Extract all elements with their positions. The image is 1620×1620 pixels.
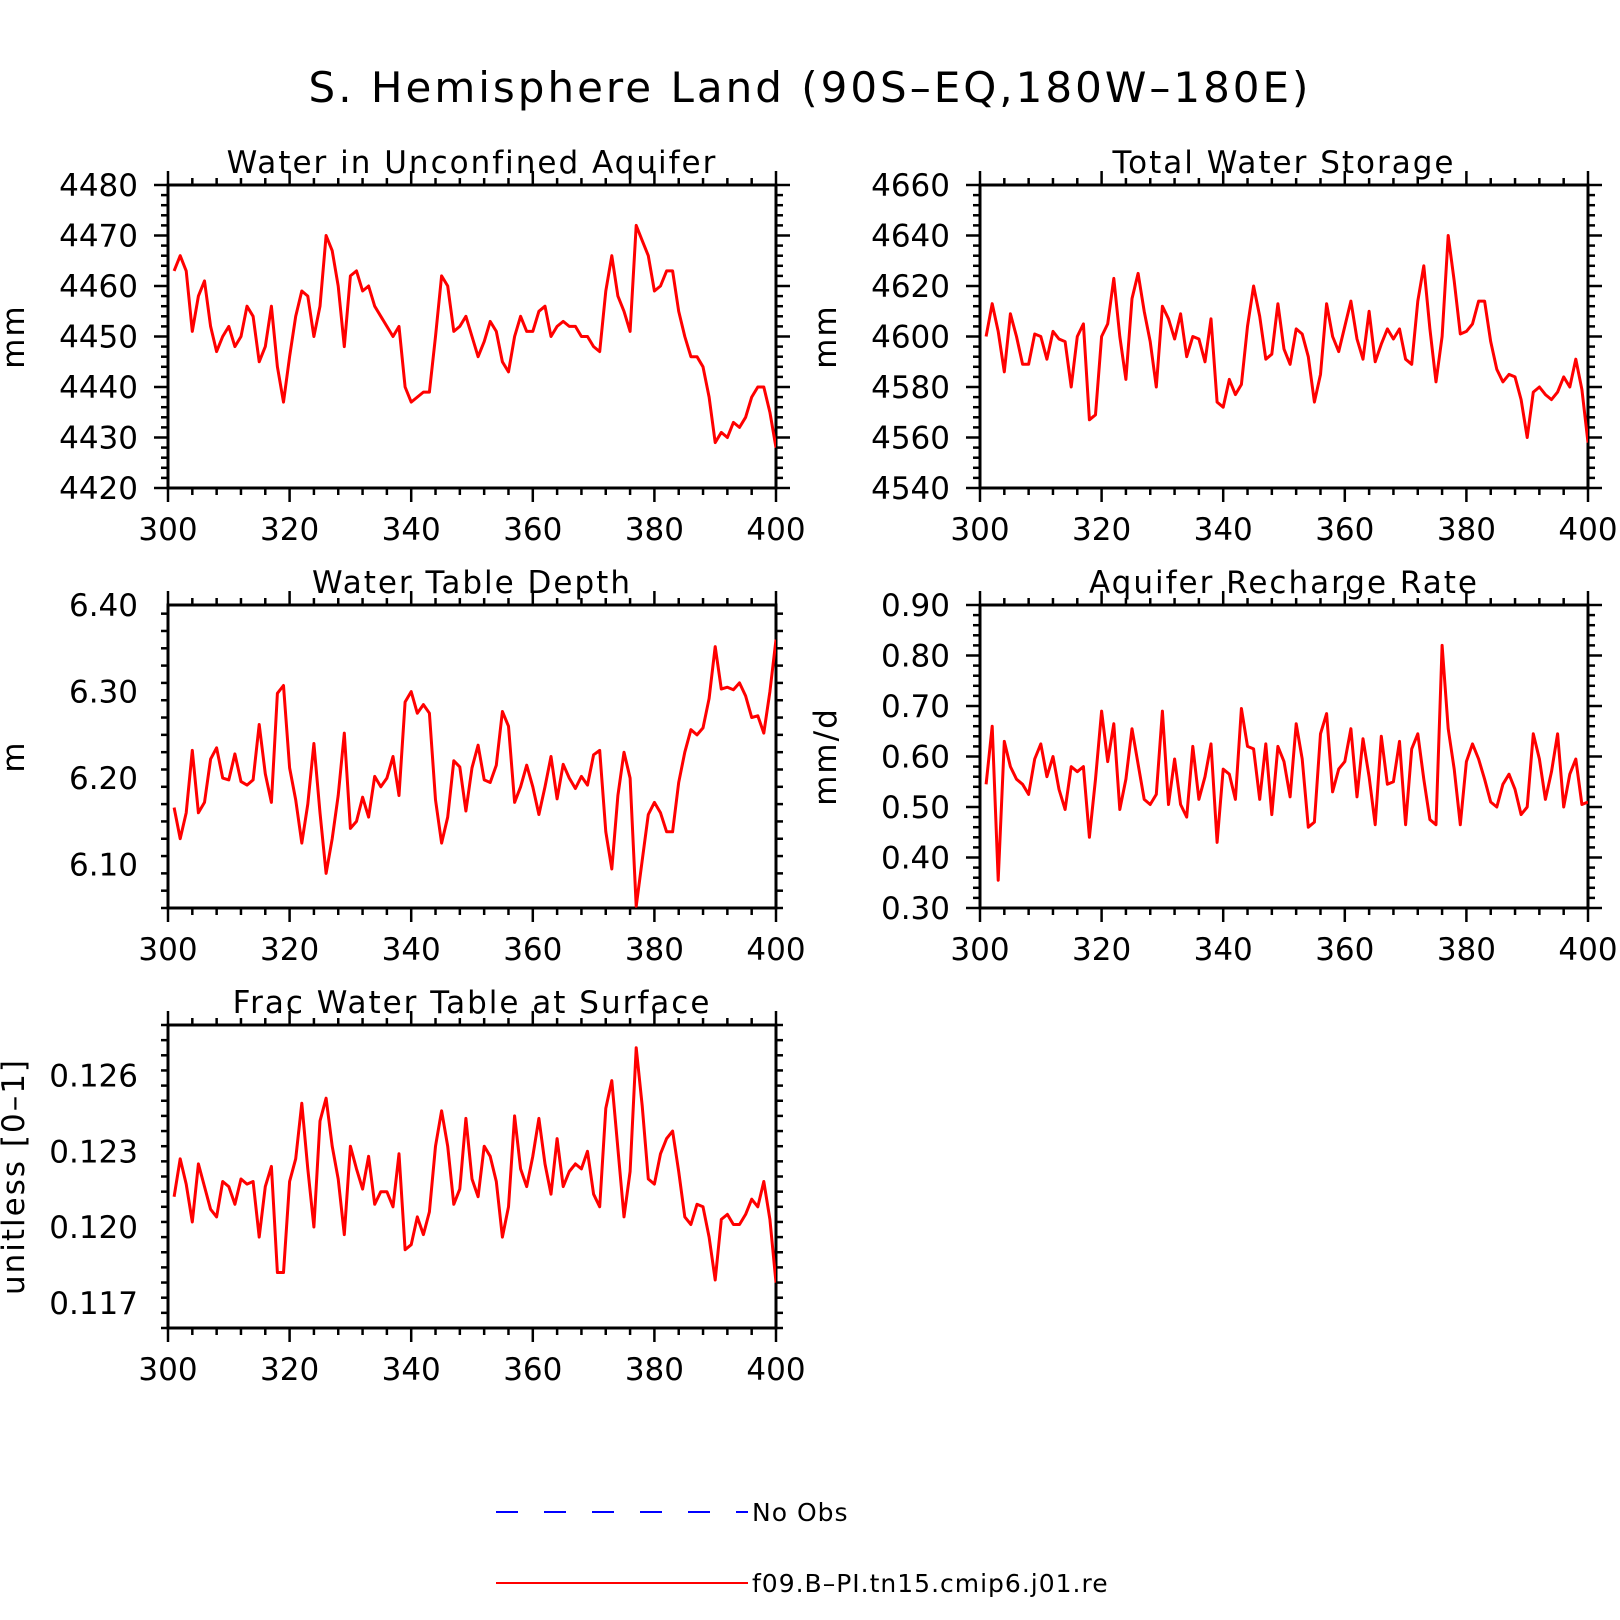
series-line <box>984 643 1588 882</box>
y-axis-label: unitless [0–1] <box>0 1058 32 1295</box>
x-tick-label: 360 <box>503 932 562 968</box>
y-tick-label: 0.117 <box>49 1286 138 1322</box>
panel-1: Water in Unconfined Aquifer 300 320 340 360 3… <box>0 145 806 548</box>
y-tick-label: 4470 <box>59 219 138 255</box>
x-tick-label: 300 <box>138 932 197 968</box>
panel-title: Total Water Storage <box>1111 145 1455 181</box>
x-tick-label: 340 <box>1194 512 1253 548</box>
y-tick-label: 4600 <box>871 320 950 356</box>
y-tick-label: 0.90 <box>881 588 950 624</box>
figure-title: S. Hemisphere Land (90S–EQ,180W–180E) <box>309 63 1312 112</box>
legend-model-label: f09.B–PI.tn15.cmip6.j01.re <box>752 1569 1109 1598</box>
y-axis-label: mm <box>0 304 32 368</box>
y-tick-label: 4560 <box>871 421 950 457</box>
x-tick-label: 300 <box>138 512 197 548</box>
y-tick-label: 4480 <box>59 168 138 204</box>
x-tick-label: 320 <box>260 512 319 548</box>
y-tick-label: 4430 <box>59 421 138 457</box>
panel-title: Water Table Depth <box>312 565 632 601</box>
y-tick-label: 4420 <box>59 471 138 507</box>
y-axis-label: mm <box>808 304 844 368</box>
y-tick-label: 0.50 <box>881 790 950 826</box>
x-tick-label: 400 <box>746 1352 805 1388</box>
y-tick-label: 6.40 <box>69 588 138 624</box>
x-tick-label: 400 <box>746 512 805 548</box>
y-tick-label: 4540 <box>871 471 950 507</box>
x-tick-label: 380 <box>625 1352 684 1388</box>
y-tick-label: 0.80 <box>881 639 950 675</box>
x-tick-label: 340 <box>382 932 441 968</box>
panel-2: Total Water Storage 300 320 340 360 380 400 454… <box>808 145 1618 548</box>
y-tick-label: 0.123 <box>49 1134 138 1170</box>
y-tick-label: 6.10 <box>69 848 138 884</box>
series-line <box>172 1046 776 1283</box>
y-tick-label: 4460 <box>59 269 138 305</box>
y-tick-label: 4620 <box>871 269 950 305</box>
y-axis-label: mm/d <box>808 707 844 806</box>
x-tick-label: 340 <box>382 512 441 548</box>
x-tick-label: 320 <box>1072 512 1131 548</box>
x-tick-label: 380 <box>1437 512 1496 548</box>
panel-4: Aquifer Recharge Rate 300 320 340 360 380 400 0… <box>808 565 1618 968</box>
legend: No Obs f09.B–PI.tn15.cmip6.j01.re <box>496 1498 1109 1598</box>
y-tick-label: 4580 <box>871 370 950 406</box>
series-line <box>984 234 1588 443</box>
y-tick-label: 4450 <box>59 320 138 356</box>
x-tick-label: 320 <box>1072 932 1131 968</box>
x-tick-label: 320 <box>260 932 319 968</box>
x-tick-label: 380 <box>625 932 684 968</box>
y-tick-label: 0.70 <box>881 689 950 725</box>
x-tick-label: 300 <box>950 512 1009 548</box>
y-tick-label: 4660 <box>871 168 950 204</box>
y-axis-label: m <box>0 740 32 772</box>
series-line <box>172 639 776 908</box>
x-tick-label: 340 <box>382 1352 441 1388</box>
panel-title: Aquifer Recharge Rate <box>1089 565 1479 601</box>
plot-frame <box>166 603 778 910</box>
x-tick-label: 340 <box>1194 932 1253 968</box>
x-tick-label: 400 <box>1558 932 1617 968</box>
series-line <box>172 223 776 448</box>
x-tick-label: 360 <box>1315 512 1374 548</box>
y-tick-label: 6.30 <box>69 675 138 711</box>
x-tick-label: 300 <box>138 1352 197 1388</box>
plot-frame <box>978 603 1590 910</box>
panel-title: Frac Water Table at Surface <box>233 985 712 1021</box>
panels: Water in Unconfined Aquifer 300 320 340 360 3… <box>0 145 1618 1388</box>
panel-title: Water in Unconfined Aquifer <box>227 145 718 181</box>
x-tick-label: 380 <box>625 512 684 548</box>
y-tick-label: 4640 <box>871 219 950 255</box>
y-tick-label: 0.120 <box>49 1210 138 1246</box>
legend-no-obs-label: No Obs <box>752 1498 849 1527</box>
x-tick-label: 360 <box>503 1352 562 1388</box>
y-tick-label: 0.40 <box>881 841 950 877</box>
x-tick-label: 380 <box>1437 932 1496 968</box>
x-tick-label: 360 <box>1315 932 1374 968</box>
y-tick-label: 0.126 <box>49 1059 138 1095</box>
x-tick-label: 360 <box>503 512 562 548</box>
y-tick-label: 0.60 <box>881 740 950 776</box>
x-tick-label: 320 <box>260 1352 319 1388</box>
panel-5: Frac Water Table at Surface 300 320 340 360 3… <box>0 985 806 1388</box>
y-tick-label: 0.30 <box>881 891 950 927</box>
y-tick-label: 4440 <box>59 370 138 406</box>
x-tick-label: 400 <box>1558 512 1617 548</box>
x-tick-label: 400 <box>746 932 805 968</box>
plot-frame <box>978 183 1590 490</box>
panel-3: Water Table Depth 300 320 340 360 380 400 6.10 6… <box>0 565 806 968</box>
y-tick-label: 6.20 <box>69 761 138 797</box>
x-tick-label: 300 <box>950 932 1009 968</box>
